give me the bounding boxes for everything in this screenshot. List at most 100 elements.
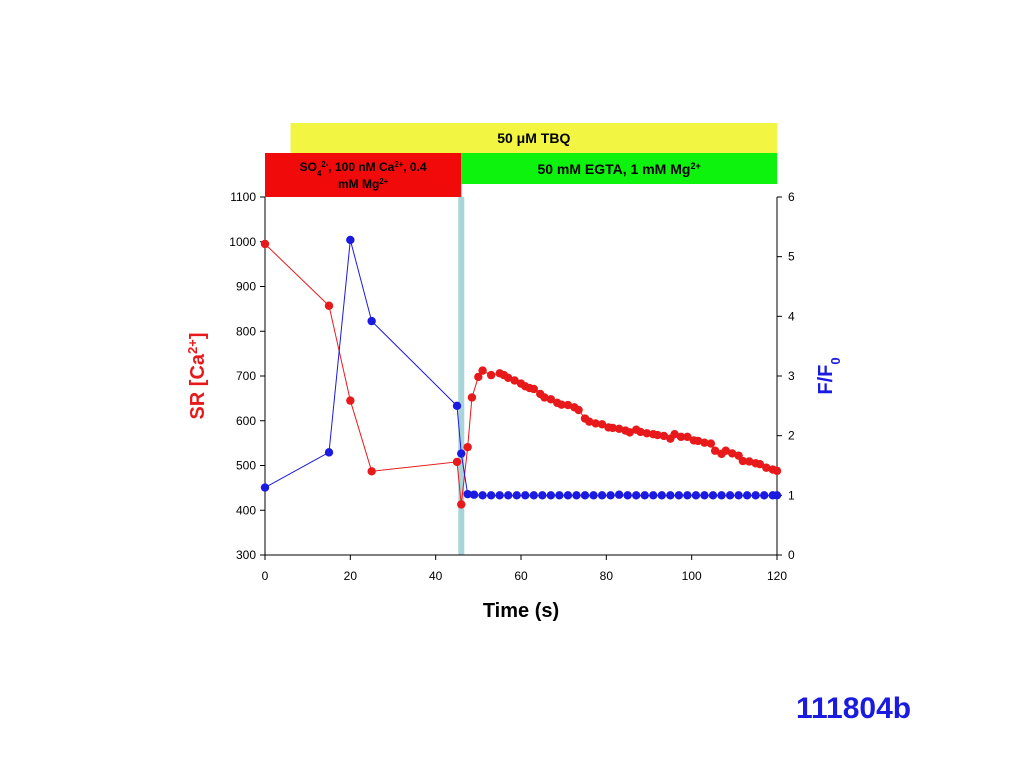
ff0-point [666, 491, 675, 500]
sr-calcium-point [683, 432, 692, 442]
sr-calcium-point [463, 442, 472, 452]
sr-calcium-point [557, 400, 566, 409]
sr-calcium-point [693, 436, 703, 446]
sr-calcium-point [324, 301, 334, 310]
sr-calcium-point [710, 446, 720, 455]
sulfate-bar [265, 153, 462, 197]
tbq-bar [290, 123, 777, 153]
y-right-tick-label: 1 [788, 488, 795, 502]
sr-calcium-point [597, 420, 607, 429]
solution-change-marker [458, 197, 465, 555]
ff0-point [597, 491, 607, 500]
y-left-tick-label: 1000 [229, 235, 256, 249]
y-left-tick-label: 800 [236, 324, 256, 338]
sr-calcium-point [625, 428, 634, 437]
ff0-point [546, 491, 556, 500]
sr-calcium-point [585, 417, 594, 426]
x-tick-label: 60 [514, 569, 528, 583]
sr-calcium-point [474, 372, 483, 382]
ff0-point [555, 491, 564, 500]
ff0-point [486, 491, 496, 500]
y-right-tick-label: 2 [788, 429, 795, 443]
ff0-point [708, 491, 718, 500]
ff0-point [538, 491, 547, 500]
egta-bar [461, 153, 777, 184]
ff0-point [649, 491, 658, 500]
sr-calcium-point [659, 431, 669, 441]
sr-calcium-point [728, 449, 737, 458]
y-left-tick-label: 500 [236, 459, 256, 473]
ff0-point [346, 235, 355, 245]
sr-calcium-point [653, 430, 662, 440]
sr-calcium-point [367, 467, 376, 476]
sr-calcium-point [540, 393, 549, 402]
sr-calcium-point [636, 427, 645, 437]
sr-calcium-point [745, 457, 754, 466]
ff0-point [683, 491, 692, 500]
sr-calcium-point [591, 419, 600, 428]
sr-calcium-point [574, 405, 583, 415]
sr-calcium-point [486, 370, 496, 380]
ff0-point [260, 483, 270, 492]
y-right-tick-label: 0 [788, 548, 795, 562]
x-axis-title: Time (s) [483, 600, 559, 622]
sr-calcium-point [510, 376, 519, 385]
ff0-point [691, 491, 701, 500]
ff0-point [632, 491, 641, 500]
sr-calcium-point [346, 396, 355, 405]
sr-calcium-series-line [264, 243, 778, 505]
sulfate-bar-label-line1: SO42-, 100 nM Ca2+, 0.4 [300, 160, 427, 178]
sr-calcium-point [260, 239, 270, 249]
x-tick-label: 120 [767, 569, 787, 583]
ff0-point [367, 316, 376, 326]
ff0-point [606, 491, 615, 500]
ff0-point [495, 491, 504, 500]
sr-calcium-point [772, 466, 782, 476]
sr-calcium-point [563, 400, 573, 410]
sr-calcium-point [608, 423, 617, 433]
axis-titles: Time (s) SR [Ca2+] F/F0 [185, 332, 843, 622]
ff0-point [717, 491, 726, 500]
ff0-point [772, 491, 782, 500]
sr-calcium-point [614, 424, 624, 434]
ff0-point [657, 491, 666, 500]
y-left-tick-label: 1100 [230, 190, 256, 204]
sr-calcium-point [721, 446, 730, 455]
x-tick-label: 100 [682, 569, 702, 583]
egta-bar-label: 50 mM EGTA, 1 mM Mg2+ [537, 161, 700, 177]
ff0-point [623, 491, 632, 500]
ff0-point [529, 491, 538, 500]
y-left-axis-title: SR [Ca2+] [185, 332, 210, 419]
ff0-point [512, 491, 521, 500]
ff0-point [504, 491, 513, 500]
sr-calcium-point [670, 429, 679, 439]
ff0-point [674, 491, 684, 500]
y-right-tick-label: 3 [788, 369, 795, 383]
x-tick-label: 0 [262, 569, 269, 583]
ff0-point [725, 491, 735, 500]
y-right-tick-label: 6 [788, 190, 795, 204]
ff0-point [640, 491, 649, 500]
sr-calcium-point [676, 432, 686, 442]
y-right-tick-label: 4 [788, 309, 795, 323]
y-right-tick-label: 5 [788, 250, 795, 264]
ff0-point [457, 449, 466, 458]
ff0-series-line [264, 239, 777, 496]
sr-calcium-point [700, 438, 709, 447]
sr-calcium-point [478, 366, 487, 375]
ff0-point [463, 489, 472, 499]
ff0-point [324, 448, 334, 457]
marker-band [458, 197, 465, 555]
y-left-tick-label: 300 [236, 548, 256, 562]
x-tick-label: 20 [344, 569, 358, 583]
y-left-tick-label: 900 [236, 280, 256, 294]
ff0-point [469, 490, 479, 499]
ff0-point [580, 491, 590, 500]
sr-calcium-point [529, 384, 538, 394]
ff0-point [589, 491, 598, 500]
sr-calcium-point [762, 463, 771, 472]
figure-id-label: 111804b [796, 692, 912, 725]
ff0-point [563, 491, 573, 500]
sr-calcium-point [738, 456, 748, 466]
